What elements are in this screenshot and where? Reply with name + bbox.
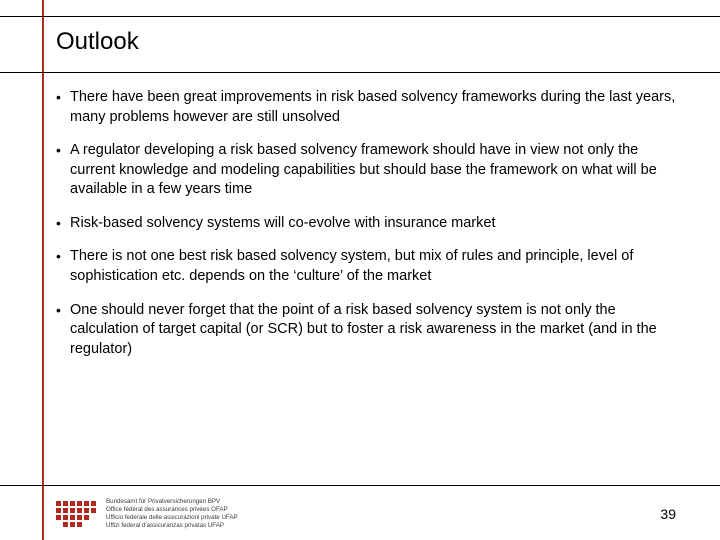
bullet-text: There is not one best risk based solvenc… <box>70 247 676 286</box>
vertical-rule <box>42 0 44 540</box>
page-title: Outlook <box>56 28 139 56</box>
bullet-text: One should never forget that the point o… <box>70 301 676 360</box>
top-rule <box>0 16 720 17</box>
office-line: Uffizi federal d'assicuranzas privatas U… <box>106 522 238 530</box>
bullet-text: A regulator developing a risk based solv… <box>70 141 676 200</box>
bullet-text: There have been great improvements in ri… <box>70 88 676 127</box>
logo-icon <box>56 501 96 527</box>
bullet-text: Risk-based solvency systems will co-evol… <box>70 214 676 234</box>
bottom-rule <box>0 485 720 486</box>
bullet-list: • There have been great improvements in … <box>56 88 676 373</box>
bullet-icon: • <box>56 88 70 127</box>
office-line: Ufficio federale delle assicurazioni pri… <box>106 514 238 522</box>
bullet-icon: • <box>56 301 70 360</box>
slide: Outlook • There have been great improvem… <box>0 0 720 540</box>
list-item: • A regulator developing a risk based so… <box>56 141 676 200</box>
office-line: Bundesamt für Privatversicherungen BPV <box>106 498 238 506</box>
bullet-icon: • <box>56 214 70 234</box>
list-item: • One should never forget that the point… <box>56 301 676 360</box>
page-number: 39 <box>660 506 676 522</box>
list-item: • There is not one best risk based solve… <box>56 247 676 286</box>
office-name-block: Bundesamt für Privatversicherungen BPV O… <box>106 498 238 530</box>
footer: Bundesamt für Privatversicherungen BPV O… <box>56 494 676 534</box>
list-item: • Risk-based solvency systems will co-ev… <box>56 214 676 234</box>
logo-area: Bundesamt für Privatversicherungen BPV O… <box>56 498 238 530</box>
office-line: Office fédéral des assurances privées OF… <box>106 506 238 514</box>
list-item: • There have been great improvements in … <box>56 88 676 127</box>
title-underline-rule <box>0 72 720 73</box>
bullet-icon: • <box>56 141 70 200</box>
bullet-icon: • <box>56 247 70 286</box>
